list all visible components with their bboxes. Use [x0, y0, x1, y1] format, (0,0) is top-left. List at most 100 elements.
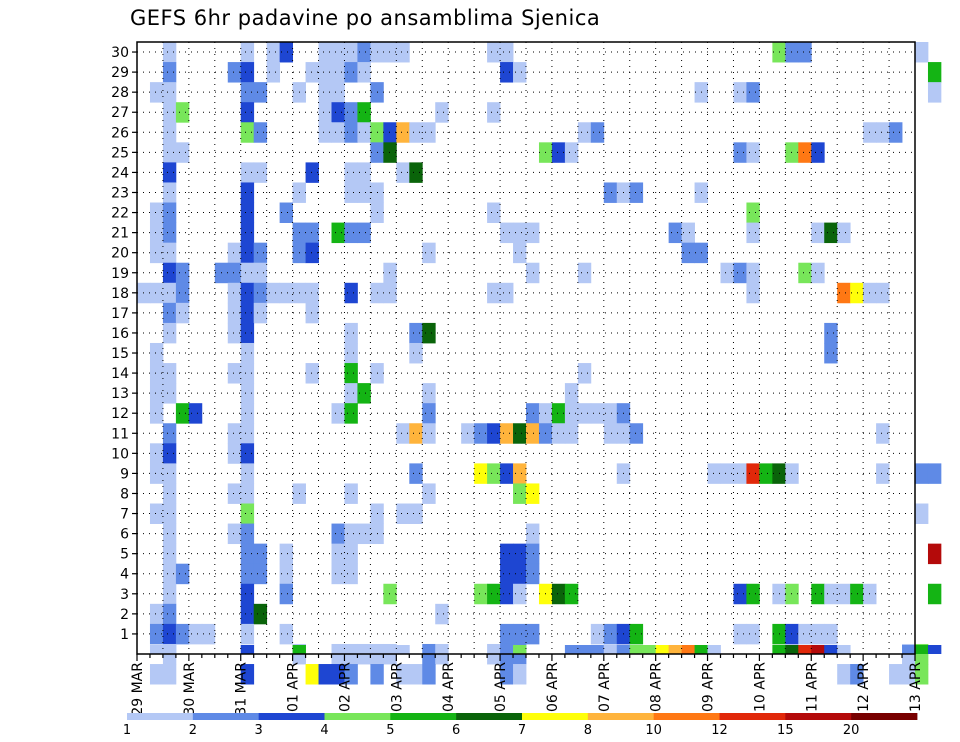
heatmap-cell — [876, 122, 890, 143]
heatmap-cell — [655, 645, 670, 654]
heatmap-cell — [487, 463, 501, 484]
heatmap-cell — [331, 543, 345, 565]
heatmap-cell — [513, 423, 527, 444]
heatmap-cell — [162, 142, 177, 163]
heatmap-cell — [162, 322, 177, 344]
y-tick-label: 23 — [111, 185, 129, 201]
heatmap-cell — [915, 503, 929, 524]
heatmap-cell — [681, 222, 695, 244]
heatmap-cell — [331, 563, 345, 585]
heatmap-cell — [396, 503, 410, 524]
heatmap-cell — [746, 222, 760, 244]
heatmap-cell — [435, 102, 449, 123]
heatmap-cell — [681, 242, 695, 264]
heatmap-cell — [344, 62, 358, 83]
heatmap-cell — [149, 282, 164, 304]
heatmap-cell — [422, 122, 436, 143]
heatmap-cell — [162, 182, 177, 203]
heatmap-cell — [162, 503, 177, 524]
heatmap-cell — [500, 563, 514, 585]
heatmap-cell — [513, 463, 527, 484]
heatmap-cell — [487, 423, 501, 444]
heatmap-cell — [162, 282, 177, 304]
heatmap-cell — [240, 242, 255, 264]
heatmap-cell — [162, 242, 177, 264]
heatmap-cell — [798, 262, 812, 284]
heatmap-cell — [785, 42, 799, 63]
heatmap-cell — [526, 403, 540, 424]
heatmap-cell — [409, 342, 423, 364]
heatmap-cell — [344, 403, 358, 424]
heatmap-cell — [240, 603, 255, 625]
heatmap-cell — [331, 523, 345, 545]
heatmap-cell — [331, 62, 345, 83]
heatmap-cell — [915, 463, 929, 484]
heatmap-cell — [603, 623, 618, 645]
heatmap-cell — [577, 122, 592, 143]
heatmap-cell — [240, 302, 255, 324]
x-tick-label: 10 APR — [752, 662, 768, 712]
y-tick-label: 30 — [111, 45, 129, 61]
heatmap-cell — [162, 423, 177, 444]
heatmap-cell — [162, 262, 177, 284]
heatmap-cell — [162, 302, 177, 324]
y-tick-label: 13 — [111, 386, 129, 402]
heatmap-cell — [733, 583, 747, 605]
heatmap-cell — [824, 342, 838, 364]
heatmap-cells — [137, 42, 942, 685]
colorbar-swatch — [390, 713, 457, 720]
heatmap-cell — [331, 82, 345, 103]
heatmap-cell — [564, 142, 579, 163]
y-tick-label: 3 — [120, 587, 129, 603]
heatmap-cell — [811, 645, 825, 654]
heatmap-cell — [175, 262, 190, 284]
heatmap-cell — [383, 142, 397, 163]
heatmap-cell — [915, 664, 929, 685]
colorbar-swatch — [522, 713, 589, 720]
heatmap-cell — [383, 42, 397, 63]
heatmap-cell — [590, 623, 605, 645]
heatmap-cell — [500, 62, 514, 83]
heatmap-cell — [240, 342, 255, 364]
heatmap-cell — [850, 583, 864, 605]
heatmap-cell — [149, 202, 164, 223]
heatmap-cell — [824, 623, 838, 645]
heatmap-cell — [526, 483, 540, 504]
heatmap-cell — [409, 463, 423, 484]
heatmap-cell — [240, 645, 255, 654]
heatmap-cell — [526, 222, 540, 244]
heatmap-cell — [279, 282, 293, 304]
heatmap-cell — [383, 583, 397, 605]
heatmap-cell — [240, 363, 255, 384]
heatmap-cell — [331, 664, 345, 685]
heatmap-cell — [344, 122, 358, 143]
heatmap-cell — [785, 645, 799, 654]
heatmap-cell — [824, 645, 838, 654]
heatmap-cell — [266, 42, 281, 63]
heatmap-cell — [500, 282, 514, 304]
heatmap-cell — [175, 623, 190, 645]
heatmap-cell — [513, 242, 527, 264]
x-tick-label: 02 APR — [337, 662, 353, 712]
heatmap-cell — [227, 483, 242, 504]
heatmap-cell — [590, 645, 605, 654]
x-tick-label: 29 MAR — [130, 662, 146, 716]
x-axis-ticks: 29 MAR 30 MAR 31 MAR 01 APR 02 APR 03 APR 04 A… — [130, 654, 924, 716]
x-tick-label: 09 APR — [701, 662, 717, 712]
heatmap-cell — [240, 383, 255, 404]
heatmap-cell — [305, 222, 319, 244]
heatmap-cell — [824, 222, 838, 244]
heatmap-cell — [175, 403, 190, 424]
heatmap-cell — [266, 62, 281, 83]
heatmap-cell — [474, 423, 488, 444]
heatmap-cell — [396, 162, 410, 183]
colorbar-label: 7 — [518, 723, 526, 738]
heatmap-cell — [526, 423, 540, 444]
heatmap-cell — [396, 664, 410, 685]
heatmap-cell — [396, 42, 410, 63]
heatmap-cell — [837, 664, 851, 685]
heatmap-cell — [500, 423, 514, 444]
heatmap-cell — [811, 623, 825, 645]
colorbar-swatch — [719, 713, 786, 720]
colorbar-label: 20 — [843, 723, 860, 738]
